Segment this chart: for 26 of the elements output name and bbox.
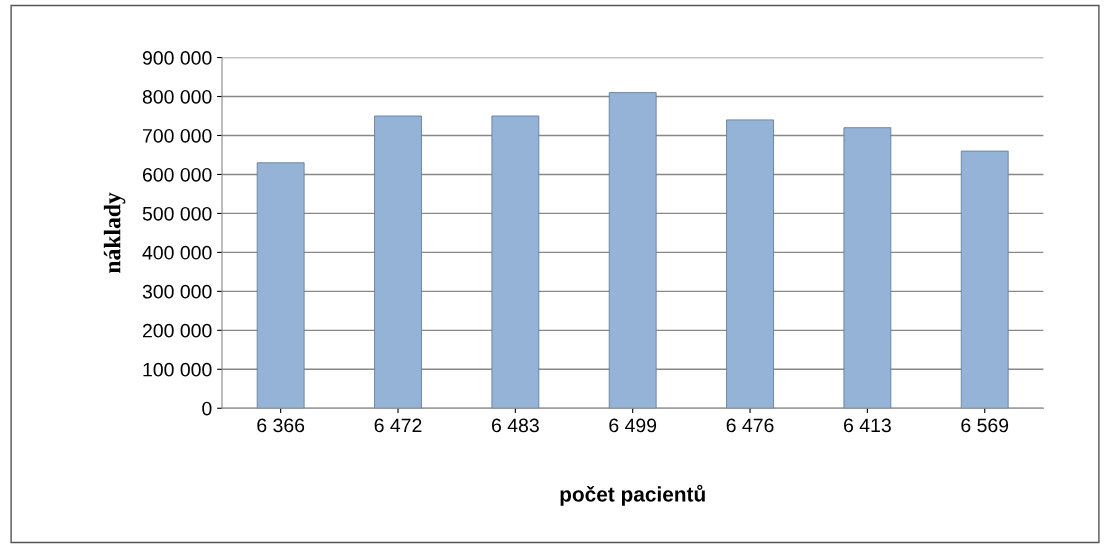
y-tick-label: 600 000 [142,167,212,182]
y-axis-title: náklady [103,192,126,273]
bar [256,162,305,409]
x-tick-label: 6 499 [609,418,657,433]
bar [374,115,422,409]
bar [843,127,892,409]
y-tick-label: 900 000 [142,51,212,65]
y-tick-label: 800 000 [142,89,212,104]
x-tick-label: 6 472 [374,418,422,433]
x-tick-label: 6 569 [961,418,1009,433]
y-tick-label: 400 000 [142,245,212,260]
y-tick-label: 500 000 [142,206,212,221]
bar [608,92,657,409]
y-tick-label: 100 000 [143,362,212,377]
bar [491,115,540,409]
bar [726,119,774,409]
bar [960,150,1009,409]
y-tick-label: 700 000 [142,128,212,143]
y-tick-label: 200 000 [142,323,212,338]
y-tick-label: 300 000 [142,284,212,299]
x-tick-label: 6 413 [844,418,891,433]
x-tick-label: 6 476 [726,418,774,433]
x-tick-label: 6 366 [257,418,305,433]
y-tick-label: 0 [202,401,212,416]
x-tick-label: 6 483 [492,418,539,433]
x-axis-title: počet pacientů [560,484,705,506]
